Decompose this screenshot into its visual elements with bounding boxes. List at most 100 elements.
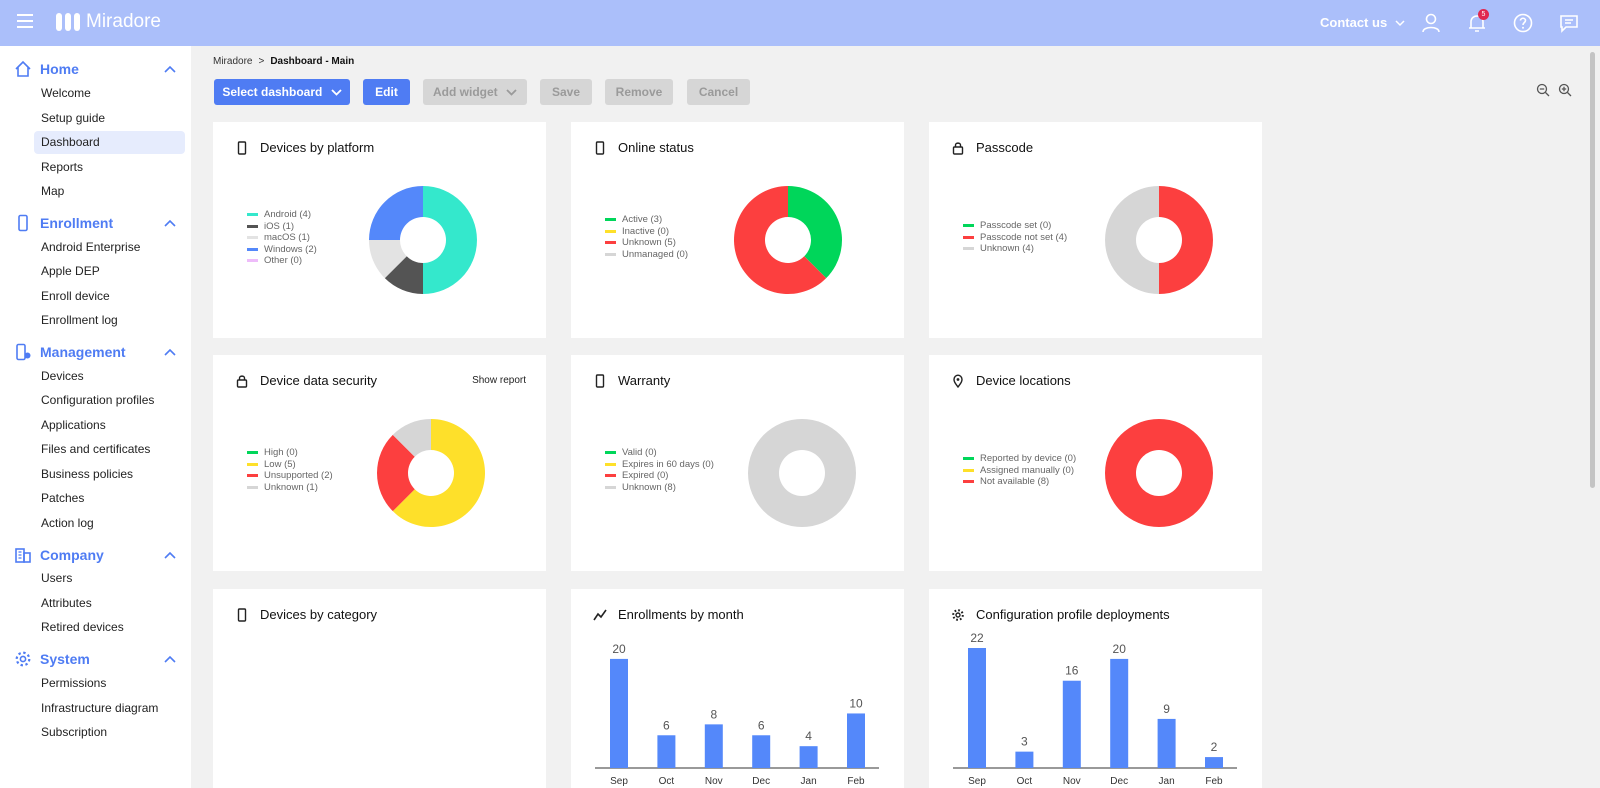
sidebar-section-enrollment[interactable]: Enrollment bbox=[0, 212, 191, 234]
donut-slice[interactable] bbox=[748, 418, 856, 528]
chart-bar[interactable] bbox=[799, 746, 818, 768]
legend-item[interactable]: Unmanaged (0) bbox=[605, 249, 688, 261]
sidebar-item-retired-devices[interactable]: Retired devices bbox=[41, 620, 124, 634]
hamburger-icon[interactable] bbox=[17, 14, 33, 30]
chart-bar[interactable] bbox=[752, 735, 771, 768]
sidebar-item-permissions[interactable]: Permissions bbox=[41, 676, 107, 690]
remove-button[interactable]: Remove bbox=[605, 79, 673, 105]
legend-item[interactable]: Unknown (1) bbox=[247, 482, 333, 494]
donut-slice[interactable] bbox=[369, 240, 407, 279]
chart-bar[interactable] bbox=[610, 658, 628, 768]
legend-item[interactable]: Android (4) bbox=[247, 209, 317, 221]
sidebar-section-company[interactable]: Company bbox=[0, 544, 191, 566]
help-icon[interactable] bbox=[1512, 12, 1534, 34]
donut-slice[interactable] bbox=[369, 186, 423, 240]
donut-slice[interactable] bbox=[1105, 186, 1159, 294]
chart-bar[interactable] bbox=[1062, 680, 1081, 768]
sidebar-item-devices[interactable]: Devices bbox=[41, 369, 84, 383]
legend-item[interactable]: Low (5) bbox=[247, 459, 333, 471]
chevron-up-icon[interactable] bbox=[163, 347, 177, 357]
sidebar-item-welcome[interactable]: Welcome bbox=[41, 86, 91, 100]
chat-icon[interactable] bbox=[1558, 12, 1580, 34]
add-widget-button[interactable]: Add widget bbox=[423, 79, 527, 105]
chart-bar[interactable] bbox=[657, 735, 676, 768]
chart-bar[interactable] bbox=[704, 724, 723, 768]
app-logo[interactable]: Miradore bbox=[56, 11, 161, 33]
legend-swatch bbox=[247, 451, 258, 455]
chevron-up-icon[interactable] bbox=[163, 550, 177, 560]
chart-bar[interactable] bbox=[1157, 718, 1176, 768]
donut-slice[interactable] bbox=[392, 419, 431, 457]
chevron-up-icon[interactable] bbox=[163, 218, 177, 228]
sidebar-section-home[interactable]: Home bbox=[0, 58, 191, 80]
user-icon[interactable] bbox=[1420, 12, 1442, 34]
sidebar-item-map[interactable]: Map bbox=[41, 184, 65, 198]
sidebar-section-management[interactable]: Management bbox=[0, 341, 191, 363]
legend-item[interactable]: Not available (8) bbox=[963, 476, 1076, 488]
legend-item[interactable]: Unsupported (2) bbox=[247, 470, 333, 482]
donut-slice[interactable] bbox=[392, 419, 485, 527]
scrollbar-thumb[interactable] bbox=[1590, 52, 1595, 488]
sidebar-section-system[interactable]: System bbox=[0, 648, 191, 670]
legend-item[interactable]: Passcode set (0) bbox=[963, 220, 1067, 232]
donut-slice[interactable] bbox=[384, 256, 423, 294]
sidebar-item-reports[interactable]: Reports bbox=[41, 160, 84, 174]
legend-item[interactable]: High (0) bbox=[247, 447, 333, 459]
sidebar-item-dashboard[interactable]: Dashboard bbox=[34, 131, 185, 154]
sidebar-item-enroll-device[interactable]: Enroll device bbox=[41, 289, 110, 303]
legend-item[interactable]: Active (3) bbox=[605, 214, 688, 226]
sidebar-item-users[interactable]: Users bbox=[41, 571, 73, 585]
contact-us-menu[interactable]: Contact us bbox=[1320, 15, 1405, 30]
chevron-up-icon[interactable] bbox=[163, 654, 177, 664]
zoom-in-icon[interactable] bbox=[1558, 83, 1572, 97]
sidebar-item-infrastructure-diagram[interactable]: Infrastructure diagram bbox=[41, 701, 159, 715]
legend-item[interactable]: Passcode not set (4) bbox=[963, 232, 1067, 244]
legend-item[interactable]: macOS (1) bbox=[247, 232, 317, 244]
sidebar-item-attributes[interactable]: Attributes bbox=[41, 596, 92, 610]
legend-item[interactable]: Expires in 60 days (0) bbox=[605, 459, 714, 471]
sidebar-item-subscription[interactable]: Subscription bbox=[41, 725, 108, 739]
chart-bar[interactable] bbox=[1110, 658, 1129, 768]
sidebar-item-configuration-profiles[interactable]: Configuration profiles bbox=[41, 393, 155, 407]
sidebar-item-files-and-certificates[interactable]: Files and certificates bbox=[41, 442, 151, 456]
donut-slice[interactable] bbox=[1159, 186, 1213, 294]
breadcrumb-root[interactable]: Miradore bbox=[213, 56, 253, 67]
zoom-out-icon[interactable] bbox=[1536, 83, 1550, 97]
chart-bar[interactable] bbox=[968, 648, 986, 768]
sidebar-item-setup-guide[interactable]: Setup guide bbox=[41, 111, 106, 125]
donut-slice[interactable] bbox=[423, 186, 477, 294]
sidebar-item-applications[interactable]: Applications bbox=[41, 418, 106, 432]
legend-item[interactable]: iOS (1) bbox=[247, 221, 317, 233]
edit-button[interactable]: Edit bbox=[363, 79, 410, 105]
chart-bar[interactable] bbox=[1205, 757, 1223, 768]
sidebar-item-android-enterprise[interactable]: Android Enterprise bbox=[41, 240, 141, 254]
chevron-up-icon[interactable] bbox=[163, 64, 177, 74]
legend-item[interactable]: Assigned manually (0) bbox=[963, 465, 1076, 477]
sidebar-item-apple-dep[interactable]: Apple DEP bbox=[41, 264, 100, 278]
cancel-button[interactable]: Cancel bbox=[687, 79, 750, 105]
show-report-link[interactable]: Show report bbox=[472, 375, 526, 386]
donut-slice[interactable] bbox=[734, 186, 827, 294]
legend-item[interactable]: Unknown (8) bbox=[605, 482, 714, 494]
donut-slice[interactable] bbox=[1105, 418, 1213, 528]
legend-item[interactable]: Other (0) bbox=[247, 255, 317, 267]
legend-item[interactable]: Windows (2) bbox=[247, 244, 317, 256]
notifications-button[interactable]: 5 bbox=[1466, 9, 1489, 34]
sidebar-item-business-policies[interactable]: Business policies bbox=[41, 467, 134, 481]
legend-item[interactable]: Unknown (5) bbox=[605, 237, 688, 249]
save-button[interactable]: Save bbox=[540, 79, 592, 105]
donut-slice[interactable] bbox=[788, 186, 842, 279]
legend-item[interactable]: Valid (0) bbox=[605, 447, 714, 459]
donut-slice[interactable] bbox=[377, 434, 415, 512]
legend-item[interactable]: Expired (0) bbox=[605, 470, 714, 482]
legend-item[interactable]: Reported by device (0) bbox=[963, 453, 1076, 465]
chart-bar[interactable] bbox=[1015, 751, 1034, 768]
sidebar-item-enrollment-log[interactable]: Enrollment log bbox=[41, 313, 118, 327]
sidebar-item-action-log[interactable]: Action log bbox=[41, 516, 94, 530]
legend-item[interactable]: Inactive (0) bbox=[605, 226, 688, 238]
select-dashboard-button[interactable]: Select dashboard bbox=[214, 79, 350, 105]
sidebar-item-patches[interactable]: Patches bbox=[41, 491, 85, 505]
legend-item[interactable]: Unknown (4) bbox=[963, 243, 1067, 255]
chart-bar[interactable] bbox=[847, 713, 865, 768]
widget-title: Online status bbox=[618, 140, 694, 155]
